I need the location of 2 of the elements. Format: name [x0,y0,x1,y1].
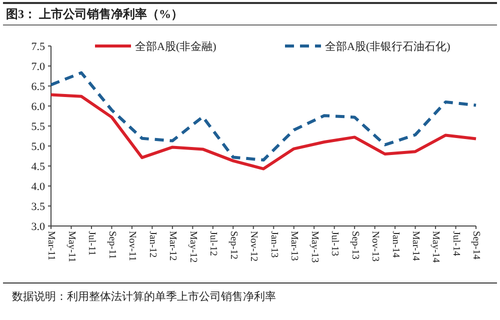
annotation: 数据说明：利用整体法计算的单季上市公司销售净利率 [12,291,276,303]
title: 图3： 上市公司销售净利率（%） [6,7,183,21]
